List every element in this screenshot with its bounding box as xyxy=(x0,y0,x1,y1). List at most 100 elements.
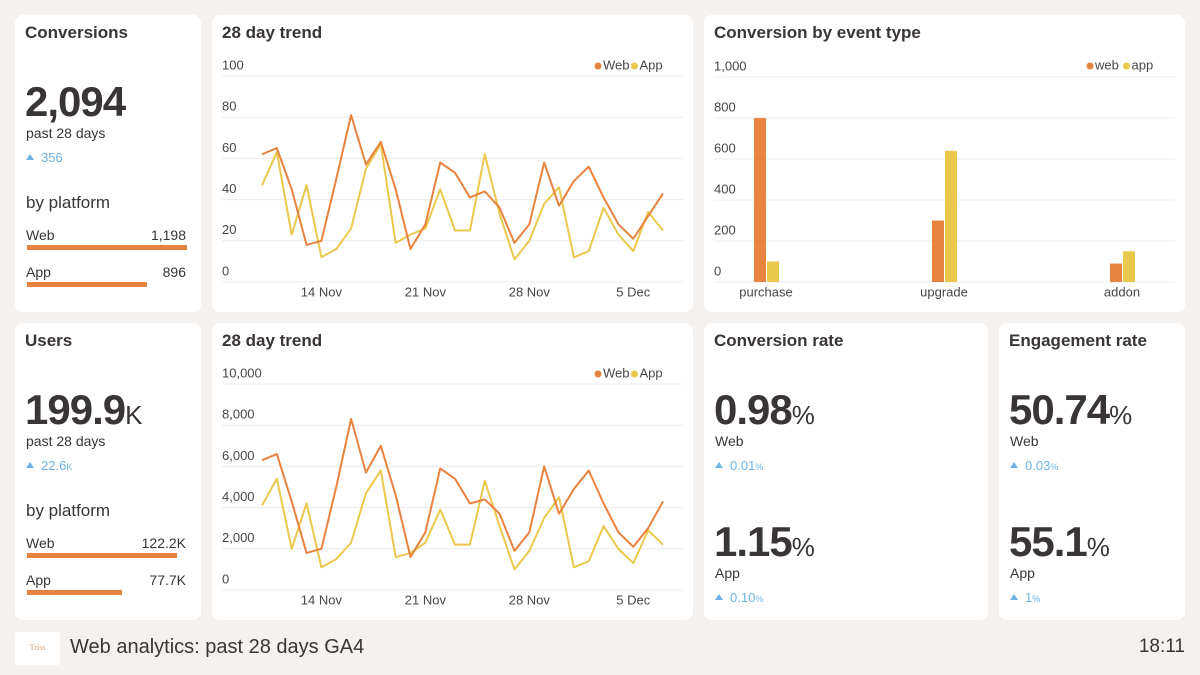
line-chart: 0 2,000 4,000 6,000 8,000 10,000 Web App 14 Nov 2… xyxy=(222,365,683,607)
card-title: Users xyxy=(25,331,73,350)
y-tick-label: 1,000 xyxy=(714,58,747,73)
platform-name: Web xyxy=(1010,433,1039,449)
y-tick-label: 8,000 xyxy=(222,407,255,422)
change-unit: % xyxy=(755,594,764,604)
change-unit: % xyxy=(1032,594,1041,604)
y-tick-label: 2,000 xyxy=(222,530,255,545)
x-tick-label: 28 Nov xyxy=(509,284,551,299)
kpi-number: 50.74 xyxy=(1009,386,1110,433)
platform-bar xyxy=(27,553,177,558)
y-tick-label: 20 xyxy=(222,222,236,237)
change-value: 356 xyxy=(41,150,63,165)
y-tick-label: 4,000 xyxy=(222,489,255,504)
kpi-number: 1.15 xyxy=(714,518,793,565)
kpi-value: 50.74% xyxy=(1009,389,1132,431)
bar-chart: 0 200 400 600 800 1,000 web app purchase upgrade a… xyxy=(714,57,1175,299)
user-trend-card: 28 day trend 0 2,000 4,000 6,000 8,000 10,000… xyxy=(212,323,693,620)
x-tick-label: 21 Nov xyxy=(405,284,447,299)
change-unit: % xyxy=(755,462,764,472)
breakdown-title: by platform xyxy=(26,193,111,212)
bar xyxy=(932,220,944,282)
kpi-unit: % xyxy=(791,532,815,562)
platform-name: App xyxy=(715,565,740,581)
y-tick-label: 200 xyxy=(714,222,736,237)
kpi-value: 0.98% xyxy=(714,389,815,431)
legend-marker xyxy=(594,62,602,70)
period: past 28 days xyxy=(26,433,106,449)
line-series xyxy=(261,114,664,251)
change: 356 xyxy=(26,151,63,164)
x-tick-label: 5 Dec xyxy=(616,592,650,607)
platform-name: App xyxy=(26,264,51,280)
y-tick-label: 0 xyxy=(222,263,229,278)
x-tick-label: addon xyxy=(1104,284,1140,299)
legend-marker xyxy=(631,62,638,70)
bar xyxy=(1123,251,1135,282)
legend-marker xyxy=(1086,62,1094,70)
legend-label: web xyxy=(1094,57,1119,72)
platform-name: App xyxy=(26,572,51,588)
y-tick-label: 600 xyxy=(714,140,736,155)
x-tick-label: 14 Nov xyxy=(301,284,343,299)
conversions-card: Conversions 2,094 past 28 days 356 by pl… xyxy=(15,15,201,312)
platform-bar xyxy=(27,590,123,595)
legend-label: Web xyxy=(603,57,630,72)
x-tick-label: upgrade xyxy=(920,284,968,299)
kpi-value: 2,094 xyxy=(25,78,126,125)
platform-name: Web xyxy=(26,227,55,243)
y-tick-label: 80 xyxy=(222,99,236,114)
card-title: 28 day trend xyxy=(222,23,323,42)
bar xyxy=(945,150,957,282)
change: 0.10% xyxy=(715,591,763,604)
change-icon xyxy=(715,594,723,600)
platform-bar xyxy=(27,245,187,250)
kpi-number: 199.9 xyxy=(25,386,126,433)
card-title: 28 day trend xyxy=(222,331,323,350)
change: 1% xyxy=(1010,591,1040,604)
kpi-value: 1.15% xyxy=(714,521,815,563)
legend-label: App xyxy=(640,365,663,380)
footer-title: Web analytics: past 28 days GA4 xyxy=(70,636,365,658)
legend-marker xyxy=(1123,62,1130,70)
change: 22.6K xyxy=(26,459,72,472)
kpi-number: 0.98 xyxy=(714,386,793,433)
card-title: Conversion by event type xyxy=(714,23,921,42)
y-tick-label: 0 xyxy=(222,571,229,586)
change-icon xyxy=(1010,594,1018,600)
legend-label: Web xyxy=(603,365,630,380)
card-title: Conversions xyxy=(25,23,128,42)
y-tick-label: 0 xyxy=(714,263,721,278)
x-tick-label: 28 Nov xyxy=(509,592,551,607)
change-value: 0.01 xyxy=(730,458,756,473)
period: past 28 days xyxy=(26,125,106,141)
bar xyxy=(754,118,766,282)
logo-text: Triss xyxy=(29,643,46,652)
change: 0.01% xyxy=(715,459,763,472)
change-value: 1 xyxy=(1025,590,1033,605)
x-tick-label: 5 Dec xyxy=(616,284,650,299)
platform-name: Web xyxy=(715,433,744,449)
kpi-number: 55.1 xyxy=(1009,518,1088,565)
change-icon xyxy=(715,462,723,468)
platform-value: 122.2K xyxy=(141,535,186,551)
line-series xyxy=(261,469,664,571)
legend-marker xyxy=(594,370,602,378)
kpi-unit: % xyxy=(1086,532,1110,562)
x-tick-label: 14 Nov xyxy=(301,592,343,607)
legend-label: app xyxy=(1132,57,1154,72)
platform-name: Web xyxy=(26,535,55,551)
platform-value: 896 xyxy=(162,264,186,280)
change-value: 22.6 xyxy=(41,458,67,473)
platform-value: 77.7K xyxy=(149,572,186,588)
kpi-unit: % xyxy=(791,400,815,430)
y-tick-label: 40 xyxy=(222,181,236,196)
line-series xyxy=(261,142,664,261)
bar xyxy=(767,261,779,282)
line-series xyxy=(261,418,664,559)
logo: Triss xyxy=(15,632,60,665)
y-tick-label: 10,000 xyxy=(222,365,262,380)
breakdown-title: by platform xyxy=(26,501,111,520)
clock: 18:11 xyxy=(1138,636,1185,657)
card-title: Engagement rate xyxy=(1009,331,1147,350)
